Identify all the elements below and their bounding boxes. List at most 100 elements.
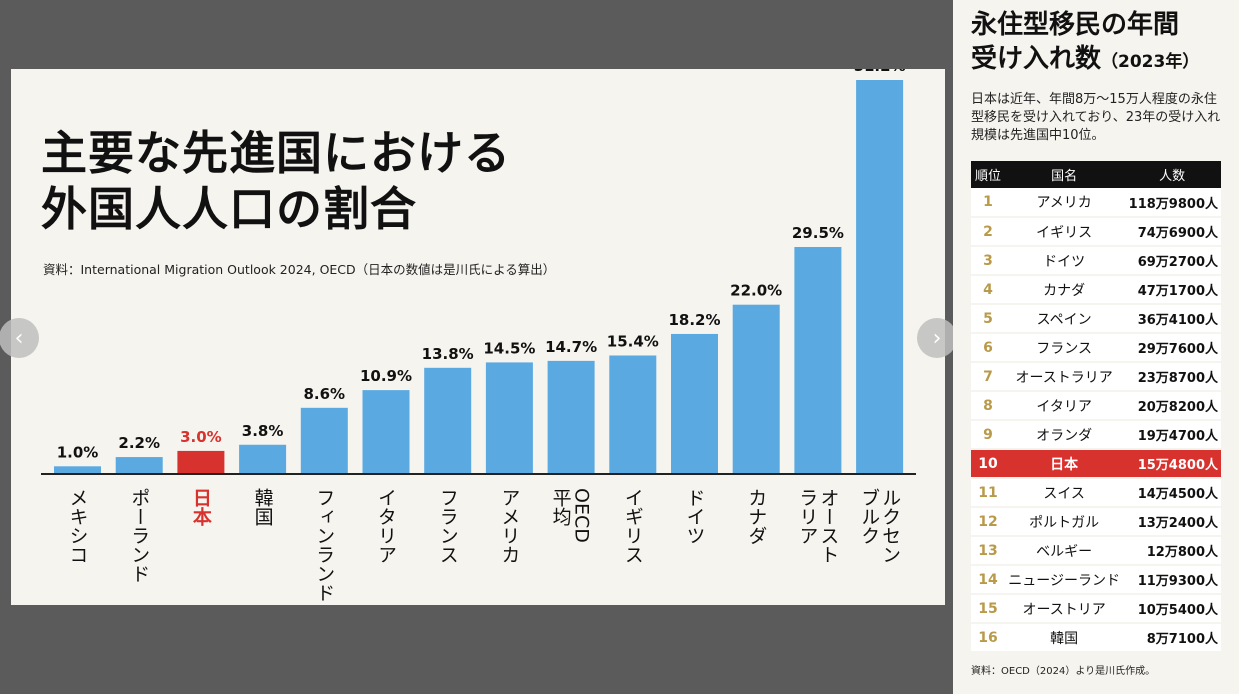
bar-10 (671, 333, 718, 474)
country-cell: ドイツ (1005, 246, 1124, 276)
bar-value-label-9: 15.4% (607, 332, 659, 350)
table-row: 16 韓国 8万7100人 (971, 623, 1221, 653)
table-row: 1 アメリカ 118万9800人 (971, 188, 1221, 218)
rank-cell: 12 (971, 507, 1005, 537)
category-label-5-0: イタリア (375, 488, 397, 564)
table-row: 7 オーストラリア 23万8700人 (971, 362, 1221, 392)
category-label-0-0: メキシコ (67, 488, 89, 564)
bar-value-label-4: 8.6% (303, 385, 345, 403)
bar-value-label-5: 10.9% (360, 367, 412, 385)
bar-value-label-13: 51.2% (854, 69, 906, 75)
category-label-3-0: 韓国 (252, 488, 274, 526)
header-count: 人数 (1123, 161, 1221, 188)
count-cell: 23万8700人 (1123, 362, 1221, 392)
count-cell: 118万9800人 (1123, 188, 1221, 218)
table-row: 14 ニュージーランド 11万9300人 (971, 565, 1221, 595)
country-cell: オーストリア (1005, 594, 1124, 624)
category-label-10-0: ドイツ (684, 488, 706, 545)
bar-11 (732, 304, 780, 474)
rank-cell: 7 (971, 362, 1005, 392)
bar-value-label-3: 3.8% (242, 422, 284, 440)
table-title-line-1: 永住型移民の年間 (971, 10, 1180, 40)
bar-chart-card: 主要な先進国における 外国人人口の割合 資料：International Mig… (11, 69, 945, 605)
bar-value-label-11: 22.0% (730, 282, 782, 300)
table-row: 5 スペイン 36万4100人 (971, 304, 1221, 334)
rank-cell: 16 (971, 623, 1005, 653)
chevron-right-icon: › (932, 325, 942, 351)
table-title: 永住型移民の年間 受け入れ数（2023年） (971, 8, 1221, 79)
category-label-13-1: ブルク (858, 488, 880, 545)
category-label-2-0: 日本 (190, 488, 212, 527)
category-label-7-0: アメリカ (498, 488, 520, 564)
country-cell: ベルギー (1005, 536, 1124, 566)
bar-value-label-12: 29.5% (792, 224, 844, 242)
country-cell: オランダ (1005, 420, 1124, 450)
table-title-year: （2023年） (1101, 52, 1200, 72)
rank-cell: 9 (971, 420, 1005, 450)
category-label-4-0: フィンランド (313, 488, 335, 602)
country-cell: 韓国 (1005, 623, 1124, 653)
bar-1 (115, 457, 163, 474)
table-row: 8 イタリア 20万8200人 (971, 391, 1221, 421)
rank-cell: 10 (971, 449, 1005, 479)
country-cell: イギリス (1005, 217, 1124, 247)
country-cell: 日本 (1005, 449, 1124, 479)
count-cell: 29万7600人 (1123, 333, 1221, 363)
country-cell: オーストラリア (1005, 362, 1124, 392)
count-cell: 74万6900人 (1123, 217, 1221, 247)
bar-value-label-1: 2.2% (118, 434, 160, 452)
country-cell: フランス (1005, 333, 1124, 363)
header-rank: 順位 (971, 161, 1005, 188)
count-cell: 15万4800人 (1123, 449, 1221, 479)
bar-value-label-10: 18.2% (668, 311, 720, 329)
category-label-12-1: ラリア (796, 488, 818, 545)
rank-cell: 11 (971, 478, 1005, 508)
immigration-ranking-table: 順位 国名 人数 1 アメリカ 118万9800人 2 イギリス 74万6900人 3 ドイツ… (971, 161, 1221, 653)
rank-cell: 5 (971, 304, 1005, 334)
country-cell: スペイン (1005, 304, 1124, 334)
country-cell: スイス (1005, 478, 1124, 508)
table-row: 2 イギリス 74万6900人 (971, 217, 1221, 247)
rank-cell: 15 (971, 594, 1005, 624)
category-label-9-0: イギリス (622, 488, 644, 564)
bar-value-label-0: 1.0% (57, 443, 99, 461)
table-row: 10 日本 15万4800人 (971, 449, 1221, 479)
table-title-line-2: 受け入れ数（2023年） (971, 42, 1221, 79)
country-cell: イタリア (1005, 391, 1124, 421)
country-cell: ニュージーランド (1005, 565, 1124, 595)
table-row: 12 ポルトガル 13万2400人 (971, 507, 1221, 537)
rank-cell: 14 (971, 565, 1005, 595)
rank-cell: 4 (971, 275, 1005, 305)
count-cell: 20万8200人 (1123, 391, 1221, 421)
bar-13 (856, 80, 904, 474)
table-row: 9 オランダ 19万4700人 (971, 420, 1221, 450)
count-cell: 11万9300人 (1123, 565, 1221, 595)
rank-cell: 2 (971, 217, 1005, 247)
chart-title-line-1: 主要な先進国における (41, 126, 511, 180)
count-cell: 14万4500人 (1123, 478, 1221, 508)
carousel-next-button[interactable]: › (917, 318, 957, 358)
carousel-prev-button[interactable]: ‹ (0, 318, 39, 358)
bar-value-label-2: 3.0% (180, 428, 222, 446)
category-label-8-0: OECD (571, 488, 593, 543)
bar-5 (362, 390, 410, 474)
category-label-12-0: オースト (817, 488, 839, 564)
table-header-row: 順位 国名 人数 (971, 161, 1221, 188)
category-label-6-0: フランス (437, 488, 459, 564)
rank-cell: 3 (971, 246, 1005, 276)
rank-cell: 1 (971, 188, 1005, 218)
table-row: 6 フランス 29万7600人 (971, 333, 1221, 363)
table-row: 15 オーストリア 10万5400人 (971, 594, 1221, 624)
table-source: 資料：OECD（2024）より是川氏作成。 (971, 666, 1156, 677)
count-cell: 47万1700人 (1123, 275, 1221, 305)
table-row: 3 ドイツ 69万2700人 (971, 246, 1221, 276)
bar-2 (177, 450, 225, 474)
bar-4 (300, 407, 348, 474)
count-cell: 8万7100人 (1123, 623, 1221, 653)
bar-3 (239, 444, 287, 474)
bar-7 (485, 362, 533, 474)
count-cell: 13万2400人 (1123, 507, 1221, 537)
chart-title-line-2: 外国人人口の割合 (41, 182, 417, 236)
bar-8 (547, 360, 595, 474)
count-cell: 69万2700人 (1123, 246, 1221, 276)
